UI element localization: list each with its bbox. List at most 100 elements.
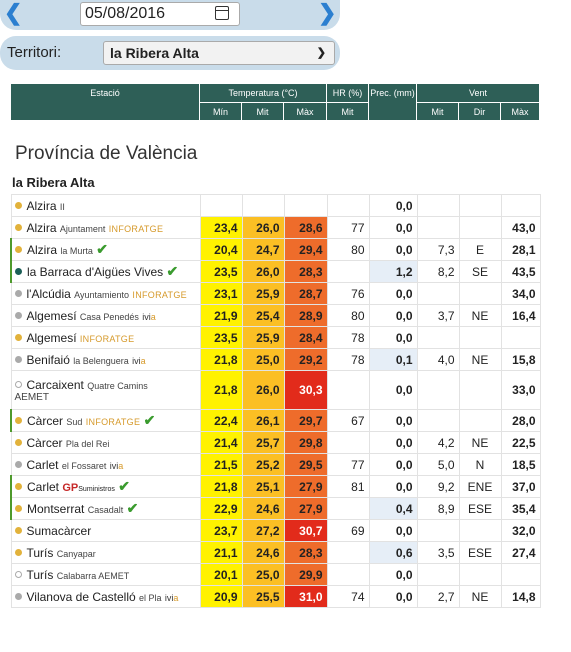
station-name: la Barraca d'Aigües Vives bbox=[27, 265, 164, 279]
table-row[interactable]: Carlet GPSuministros ✔ 21,8 25,1 27,9 81… bbox=[10, 475, 541, 498]
prec-value: 0,0 bbox=[368, 370, 418, 410]
station-name: l'Alcúdia bbox=[26, 286, 71, 301]
ivia-logo-text: ivi bbox=[142, 311, 151, 322]
table-row[interactable]: Montserrat Casadalt ✔ 22,9 24,6 27,9 0,4… bbox=[10, 497, 541, 520]
ivia-logo: ivia bbox=[132, 356, 146, 366]
table-row[interactable]: Turís Calabarra AEMET 20,1 25,0 29,9 0,0 bbox=[10, 563, 541, 586]
temp-max: 29,4 bbox=[283, 238, 328, 261]
table-row[interactable]: Algemesí Casa Penedés ivia 21,9 25,4 28,… bbox=[10, 304, 541, 327]
status-dot-icon bbox=[15, 483, 22, 490]
status-dot-icon bbox=[14, 289, 22, 297]
temp-min: 21,8 bbox=[199, 475, 243, 498]
wind-mit bbox=[416, 409, 460, 432]
wind-max: 14,8 bbox=[500, 585, 541, 608]
station-name-cell[interactable]: Turís Canyapar bbox=[10, 541, 201, 564]
status-dot-icon bbox=[14, 333, 22, 341]
station-name-cell[interactable]: Carcaixent Quatre Camins AEMET bbox=[10, 370, 201, 410]
checkmark-icon: ✔ bbox=[126, 500, 139, 516]
table-row[interactable]: Vilanova de Castelló el Pla ivia 20,9 25… bbox=[10, 585, 541, 608]
station-name-cell[interactable]: Carlet GPSuministros ✔ bbox=[10, 475, 201, 498]
table-row[interactable]: Algemesí INFORATGE 23,5 25,9 28,4 78 0,0 bbox=[10, 326, 541, 349]
header-vent: Vent bbox=[416, 83, 540, 103]
station-name: Vilanova de Castelló bbox=[26, 589, 136, 604]
temp-mit: 25,0 bbox=[241, 563, 285, 586]
ivia-logo-text: ivi bbox=[164, 592, 174, 603]
temp-mit: 26,0 bbox=[241, 370, 285, 410]
header-temp-mit[interactable]: Mit bbox=[241, 102, 284, 121]
table-row[interactable]: Alzira II 0,0 bbox=[10, 194, 541, 217]
header-hr-mit[interactable]: Mit bbox=[326, 102, 369, 121]
ivia-logo-letter: a bbox=[173, 592, 179, 603]
station-name-cell[interactable]: Alzira la Murta ✔ bbox=[10, 238, 201, 261]
station-name: Benifaió bbox=[26, 352, 70, 367]
table-row[interactable]: Sumacàrcer 23,7 27,2 30,7 69 0,0 32,0 bbox=[10, 519, 541, 542]
station-sub: Quatre Camins bbox=[87, 380, 148, 391]
header-temp-max[interactable]: Màx bbox=[283, 102, 327, 121]
header-prec[interactable]: Prec. (mm) bbox=[368, 83, 417, 121]
next-day-arrow-icon[interactable]: ❯ bbox=[318, 0, 337, 25]
station-name-cell[interactable]: Montserrat Casadalt ✔ bbox=[10, 497, 201, 520]
status-dot-icon bbox=[14, 355, 22, 363]
wind-mit: 5,0 bbox=[416, 453, 460, 476]
station-name-cell[interactable]: Càrcer Pla del Rei bbox=[10, 431, 201, 454]
station-name: Carlet bbox=[26, 457, 59, 472]
header-vent-max[interactable]: Màx bbox=[500, 102, 540, 121]
territory-select[interactable]: la Ribera Alta ❯ bbox=[103, 41, 335, 65]
prec-value: 0,0 bbox=[368, 194, 418, 217]
date-input[interactable]: 05/08/2016 bbox=[80, 2, 240, 26]
wind-max: 28,1 bbox=[500, 238, 541, 261]
prec-value: 0,0 bbox=[368, 238, 418, 261]
station-name-cell[interactable]: Turís Calabarra AEMET bbox=[10, 563, 201, 586]
station-name-cell[interactable]: Sumacàrcer bbox=[10, 519, 201, 542]
status-dot-icon bbox=[15, 505, 22, 512]
station-sub: la Belenguera bbox=[73, 355, 129, 366]
table-row[interactable]: Carcaixent Quatre Camins AEMET 21,8 26,0 … bbox=[10, 370, 541, 410]
wind-max: 43,5 bbox=[500, 260, 541, 283]
hr-value bbox=[326, 563, 370, 586]
table-header: Estació Temperatura (°C) HR (%) Prec. (m… bbox=[10, 83, 540, 121]
table-row[interactable]: Turís Canyapar 21,1 24,6 28,3 0,6 3,5 ES… bbox=[10, 541, 541, 564]
station-name: Turís bbox=[26, 545, 54, 560]
station-sub: Ajuntament bbox=[59, 223, 106, 234]
table-row[interactable]: Alzira la Murta ✔ 20,4 24,7 29,4 80 0,0 … bbox=[10, 238, 541, 261]
header-vent-dir[interactable]: Dir bbox=[458, 102, 501, 121]
table-row[interactable]: Benifaió la Belenguera ivia 21,8 25,0 29… bbox=[10, 348, 541, 371]
station-name-cell[interactable]: la Barraca d'Aigües Vives ✔ bbox=[10, 260, 201, 283]
station-name-cell[interactable]: Carlet el Fossaret ivia bbox=[10, 453, 201, 476]
station-sub: Pla del Rei bbox=[65, 438, 110, 449]
header-temp-min[interactable]: Mín bbox=[199, 102, 242, 121]
header-vent-mit[interactable]: Mit bbox=[416, 102, 459, 121]
table-row[interactable]: Alzira Ajuntament INFORATGE 23,4 26,0 28… bbox=[10, 216, 541, 239]
station-name-cell[interactable]: l'Alcúdia Ayuntamiento INFORATGE bbox=[10, 282, 201, 305]
table-row[interactable]: Carlet el Fossaret ivia 21,5 25,2 29,5 7… bbox=[10, 453, 541, 476]
aemet-label: AEMET bbox=[14, 391, 49, 403]
table-row[interactable]: Càrcer Sud INFORATGE ✔ 22,4 26,1 29,7 67… bbox=[10, 409, 541, 432]
station-name-cell[interactable]: Algemesí Casa Penedés ivia bbox=[10, 304, 201, 327]
wind-max: 16,4 bbox=[500, 304, 541, 327]
temp-max: 29,9 bbox=[283, 563, 328, 586]
wind-max: 28,0 bbox=[500, 409, 541, 432]
station-name-cell[interactable]: Benifaió la Belenguera ivia bbox=[10, 348, 201, 371]
temp-min: 20,9 bbox=[199, 585, 243, 608]
prec-value: 0,4 bbox=[368, 497, 418, 520]
wind-dir: ENE bbox=[458, 475, 502, 498]
table-row[interactable]: la Barraca d'Aigües Vives ✔ 23,5 26,0 28… bbox=[10, 260, 541, 283]
temp-min: 21,8 bbox=[199, 370, 243, 410]
prec-value: 1,2 bbox=[368, 260, 418, 283]
station-name-cell[interactable]: Vilanova de Castelló el Pla ivia bbox=[10, 585, 201, 608]
hr-value bbox=[326, 497, 370, 520]
wind-max: 32,0 bbox=[500, 519, 541, 542]
station-sub: el Fossaret bbox=[61, 460, 107, 471]
table-row[interactable]: l'Alcúdia Ayuntamiento INFORATGE 23,1 25… bbox=[10, 282, 541, 305]
station-name-cell[interactable]: Alzira II bbox=[10, 194, 201, 217]
calendar-icon[interactable] bbox=[215, 6, 229, 20]
temp-mit: 24,6 bbox=[241, 541, 285, 564]
wind-dir: SE bbox=[458, 260, 502, 283]
header-estacio[interactable]: Estació bbox=[10, 83, 200, 121]
status-dot-icon bbox=[14, 311, 22, 319]
station-name-cell[interactable]: Algemesí INFORATGE bbox=[10, 326, 201, 349]
table-row[interactable]: Càrcer Pla del Rei 21,4 25,7 29,8 0,0 4,… bbox=[10, 431, 541, 454]
station-name-cell[interactable]: Alzira Ajuntament INFORATGE bbox=[10, 216, 201, 239]
prev-day-arrow-icon[interactable]: ❮ bbox=[4, 0, 23, 25]
station-name-cell[interactable]: Càrcer Sud INFORATGE ✔ bbox=[10, 409, 201, 432]
